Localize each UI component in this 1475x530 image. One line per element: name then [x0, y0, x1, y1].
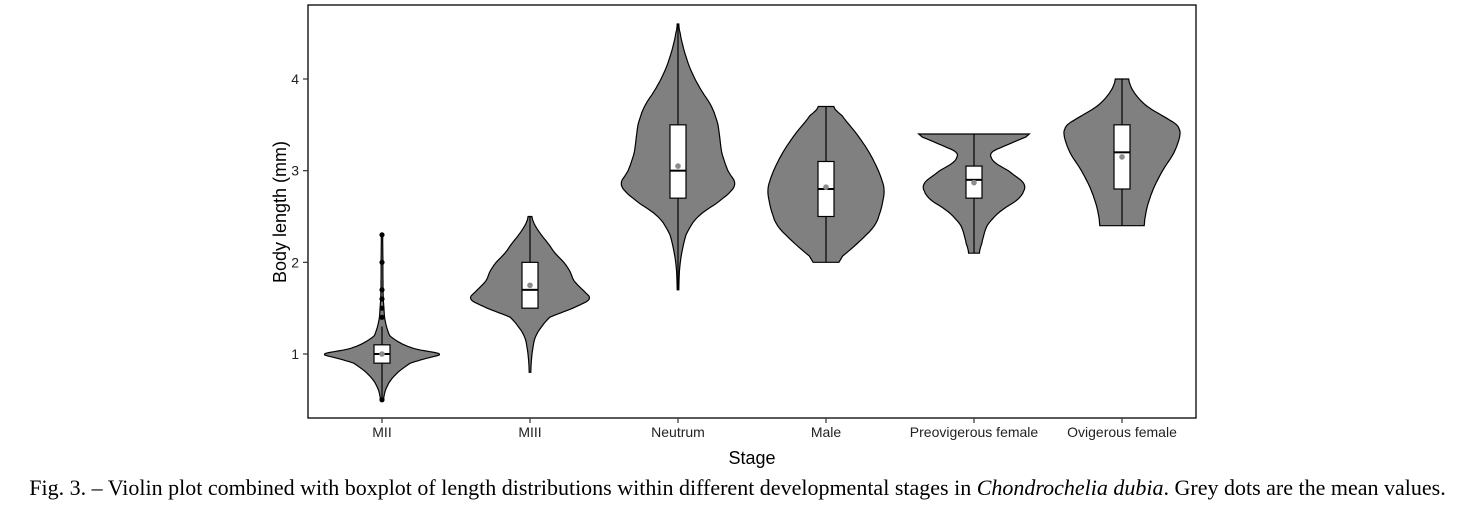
x-tick-label: MIII: [518, 424, 541, 440]
outlier-point: [379, 232, 385, 238]
caption-suffix: . Grey dots are the mean values.: [1163, 475, 1446, 500]
mean-dot: [971, 179, 977, 186]
figure-caption: Fig. 3. – Violin plot combined with boxp…: [0, 476, 1475, 500]
x-axis: MII MIII Neutrum Male Preovigerous female Ovi…: [372, 418, 1177, 440]
box-iqr: [669, 124, 687, 199]
violins-group: [324, 23, 1181, 403]
outlier-point: [379, 314, 385, 320]
violin-chart: 1 2 3 4 MII MIII Neutrum Male Preovigerous fema…: [270, 4, 1197, 468]
x-tick-label: Neutrum: [651, 424, 705, 440]
x-tick-label: Preovigerous female: [910, 424, 1039, 440]
outlier-point: [379, 296, 385, 302]
x-tick-label: Ovigerous female: [1067, 424, 1177, 440]
y-tick-label: 4: [291, 71, 299, 87]
mean-dot: [379, 351, 385, 357]
mean-dot: [527, 282, 533, 289]
y-tick-label: 2: [291, 254, 299, 270]
y-axis: 1 2 3 4: [291, 71, 308, 362]
caption-prefix: Fig. 3. – Violin plot combined with boxp…: [29, 475, 977, 500]
plot-panel: [307, 4, 1197, 419]
x-axis-title: Stage: [728, 448, 775, 468]
mean-dot: [1119, 154, 1125, 160]
x-tick-label: MII: [372, 424, 391, 440]
x-tick-label: Male: [811, 424, 842, 440]
outlier-point: [379, 397, 385, 403]
y-tick-label: 3: [291, 163, 299, 179]
y-tick-label: 1: [291, 346, 299, 362]
mean-dot: [675, 163, 681, 169]
caption-species: Chondrochelia dubia: [976, 475, 1164, 500]
outlier-point: [379, 259, 385, 265]
mean-dot: [823, 184, 829, 190]
outlier-point: [379, 305, 385, 311]
y-axis-title: Body length (mm): [270, 141, 290, 283]
outlier-point: [379, 287, 385, 293]
